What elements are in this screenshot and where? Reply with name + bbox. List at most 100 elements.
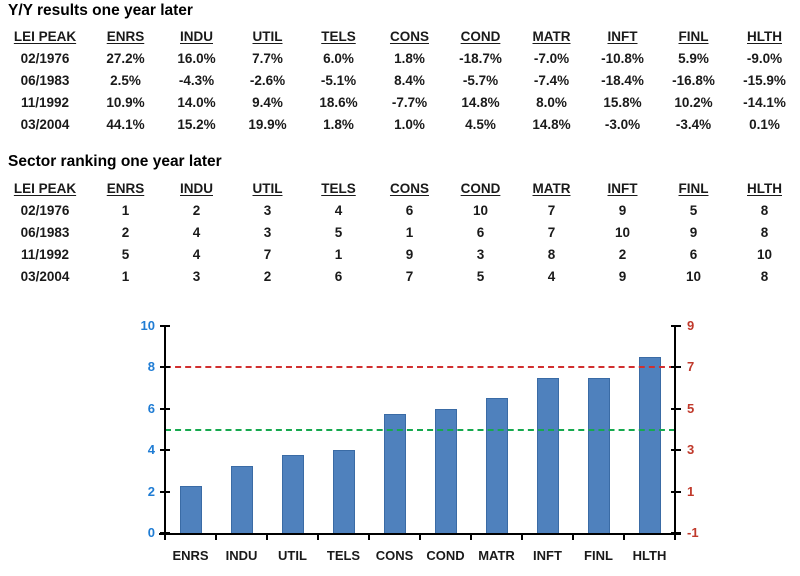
right-axis-tick-label: 1 bbox=[687, 483, 695, 499]
x-axis-tick bbox=[215, 535, 217, 540]
left-axis-tick bbox=[160, 490, 170, 493]
cell: 7 bbox=[547, 225, 556, 240]
ranking-table-head: LEI PEAK ENRS INDU UTIL TELS CONS COND MATR INFT… bbox=[0, 178, 800, 200]
cell: 5 bbox=[689, 203, 698, 218]
left-axis-tick bbox=[160, 449, 170, 452]
category-label-matr: MATR bbox=[478, 548, 515, 563]
cell: 9.4% bbox=[252, 95, 283, 110]
right-axis-tick-label: 7 bbox=[687, 359, 695, 375]
column-header: LEI PEAK bbox=[13, 29, 77, 44]
bar-hlth bbox=[638, 357, 661, 533]
table-row: 06/1983 2.5% -4.3% -2.6% -5.1% 8.4% -5.7% -7.4%… bbox=[0, 70, 800, 92]
table-row: 02/1976 27.2% 16.0% 7.7% 6.0% 1.8% -18.7% -7.0%… bbox=[0, 48, 800, 70]
category-label-hlth: HLTH bbox=[632, 548, 667, 563]
cell: -18.7% bbox=[459, 51, 502, 66]
ranking-table-title: Sector ranking one year later bbox=[8, 153, 222, 170]
cell: 10 bbox=[472, 203, 489, 218]
cell: 14.8% bbox=[461, 95, 500, 110]
column-header: UTIL bbox=[252, 181, 283, 196]
right-axis-tick bbox=[671, 532, 681, 534]
cell: 9 bbox=[405, 247, 414, 262]
column-header: CONS bbox=[389, 181, 429, 196]
cell: 4 bbox=[192, 225, 201, 240]
right-axis-tick-label: -1 bbox=[687, 525, 699, 540]
cell: 7 bbox=[547, 203, 556, 218]
left-axis-tick-label: 8 bbox=[147, 359, 155, 375]
bar-cond bbox=[434, 408, 457, 533]
cell: 3 bbox=[476, 247, 485, 262]
category-label-tels: TELS bbox=[326, 548, 361, 563]
header-row: LEI PEAK ENRS INDU UTIL TELS CONS COND MATR INFT… bbox=[0, 26, 800, 48]
cell: 14.0% bbox=[177, 95, 216, 110]
cell: 6 bbox=[405, 203, 414, 218]
column-header: TELS bbox=[321, 181, 356, 196]
results-table-title: Y/Y results one year later bbox=[8, 2, 193, 19]
cell: 2.5% bbox=[110, 73, 141, 88]
row-label: 03/2004 bbox=[20, 269, 70, 284]
left-axis-tick-label: 2 bbox=[147, 483, 155, 499]
cell: 8 bbox=[760, 269, 769, 284]
right-axis-line bbox=[674, 326, 676, 535]
cell: 1.0% bbox=[394, 117, 425, 132]
left-axis-tick-label: 4 bbox=[147, 442, 155, 458]
left-axis-tick-label: 6 bbox=[147, 400, 155, 416]
cell: 10 bbox=[614, 225, 631, 240]
table-row: 06/1983 2 4 3 5 1 6 7 10 9 8 bbox=[0, 222, 800, 244]
cell: 10.2% bbox=[674, 95, 713, 110]
green-dashed-reference-line bbox=[165, 428, 675, 431]
x-axis-tick bbox=[419, 535, 421, 540]
category-label-enrs: ENRS bbox=[172, 548, 209, 563]
category-label-finl: FINL bbox=[584, 548, 613, 563]
cell: 10 bbox=[685, 269, 702, 284]
cell: 2 bbox=[192, 203, 201, 218]
cell: -2.6% bbox=[249, 73, 286, 88]
x-axis-tick bbox=[266, 535, 268, 540]
cell: 4 bbox=[334, 203, 343, 218]
cell: 5.9% bbox=[678, 51, 709, 66]
right-axis-tick-label: 5 bbox=[687, 400, 695, 416]
cell: 2 bbox=[618, 247, 627, 262]
bar-util bbox=[281, 455, 304, 533]
category-label-util: UTIL bbox=[278, 548, 307, 563]
x-axis-tick bbox=[470, 535, 472, 540]
cell: -14.1% bbox=[743, 95, 786, 110]
left-axis-tick bbox=[160, 532, 170, 534]
row-label: 06/1983 bbox=[20, 73, 70, 88]
results-table-body: 02/1976 27.2% 16.0% 7.7% 6.0% 1.8% -18.7% -7.0%… bbox=[0, 48, 800, 136]
cell: -5.1% bbox=[320, 73, 357, 88]
left-axis-tick bbox=[160, 366, 170, 369]
cell: 1.8% bbox=[394, 51, 425, 66]
column-header: CONS bbox=[389, 29, 429, 44]
results-table-head: LEI PEAK ENRS INDU UTIL TELS CONS COND MATR INFT… bbox=[0, 26, 800, 48]
category-label-cons: CONS bbox=[375, 548, 414, 563]
table-row: 11/1992 5 4 7 1 9 3 8 2 6 10 bbox=[0, 244, 800, 266]
column-header: INFT bbox=[607, 29, 638, 44]
table-row: 03/2004 1 3 2 6 7 5 4 9 10 8 bbox=[0, 266, 800, 288]
cell: 27.2% bbox=[106, 51, 145, 66]
cell: -3.4% bbox=[675, 117, 712, 132]
column-header: ENRS bbox=[106, 29, 145, 44]
cell: 8 bbox=[760, 225, 769, 240]
cell: 4 bbox=[547, 269, 556, 284]
cell: 9 bbox=[689, 225, 698, 240]
bar-inft bbox=[536, 377, 559, 533]
x-axis-tick bbox=[368, 535, 370, 540]
row-label: 11/1992 bbox=[20, 95, 70, 110]
column-header: COND bbox=[460, 181, 501, 196]
cell: 5 bbox=[334, 225, 343, 240]
column-header: HLTH bbox=[747, 181, 782, 196]
cell: 1 bbox=[121, 269, 130, 284]
bar-enrs bbox=[179, 486, 202, 533]
cell: 6 bbox=[689, 247, 698, 262]
cell: -18.4% bbox=[601, 73, 644, 88]
cell: 2 bbox=[263, 269, 272, 284]
cell: 8.4% bbox=[394, 73, 425, 88]
right-axis-tick bbox=[671, 366, 681, 369]
cell: 3 bbox=[192, 269, 201, 284]
row-label: 03/2004 bbox=[20, 117, 70, 132]
row-label: 02/1976 bbox=[20, 203, 70, 218]
cell: 4.5% bbox=[465, 117, 496, 132]
cell: -16.8% bbox=[672, 73, 715, 88]
cell: 2 bbox=[121, 225, 130, 240]
